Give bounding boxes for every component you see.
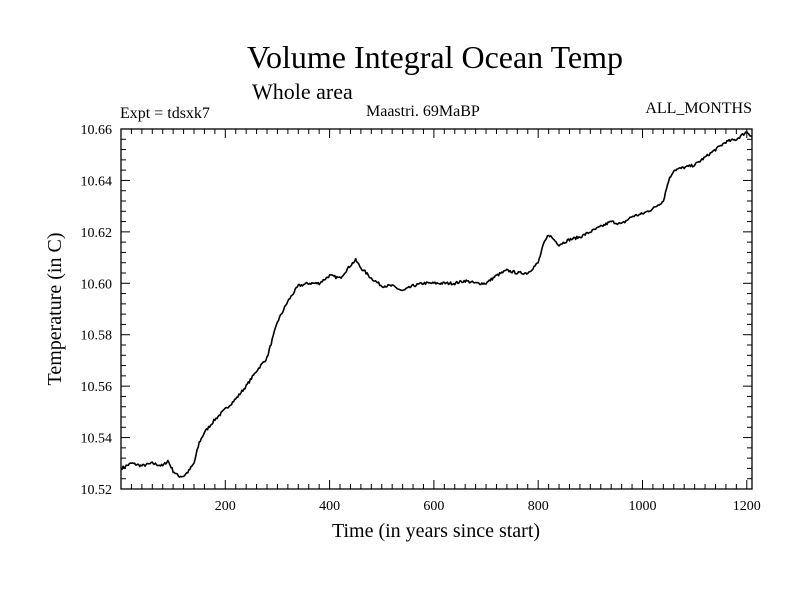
- y-tick-label: 10.64: [81, 174, 113, 189]
- x-tick-labels: 200 400 600 800 1000 1200: [215, 499, 761, 514]
- y-tick-label: 10.60: [81, 277, 113, 292]
- x-axis-label: Time (in years since start): [332, 520, 540, 542]
- x-tick-label: 1200: [733, 499, 761, 514]
- x-tick-label: 400: [319, 499, 340, 514]
- plot-frame: [120, 128, 753, 490]
- x-tick-label: 600: [423, 499, 444, 514]
- chart-subtitle: Whole area: [252, 79, 353, 104]
- y-tick-labels: 10.52 10.54 10.56 10.58 10.60 10.62 10.64 10.66: [81, 123, 113, 498]
- y-tick-label: 10.66: [81, 123, 113, 138]
- x-tick-label: 200: [215, 499, 236, 514]
- experiment-label: Expt = tdsxk7: [120, 105, 210, 122]
- y-tick-label: 10.56: [81, 380, 113, 395]
- y-tick-label: 10.58: [81, 329, 113, 344]
- y-tick-label: 10.62: [81, 226, 113, 241]
- y-tick-label: 10.54: [81, 432, 113, 447]
- y-axis-label: Temperature (in C): [44, 233, 66, 386]
- axis-ticks: [121, 129, 752, 489]
- x-tick-label: 800: [528, 499, 549, 514]
- series-line-temperature: [120, 131, 753, 478]
- period-label: Maastri. 69MaBP: [366, 103, 480, 120]
- chart-title: Volume Integral Ocean Temp: [247, 39, 623, 75]
- months-label: ALL_MONTHS: [645, 100, 752, 117]
- y-tick-label: 10.52: [81, 483, 113, 498]
- x-tick-label: 1000: [628, 499, 656, 514]
